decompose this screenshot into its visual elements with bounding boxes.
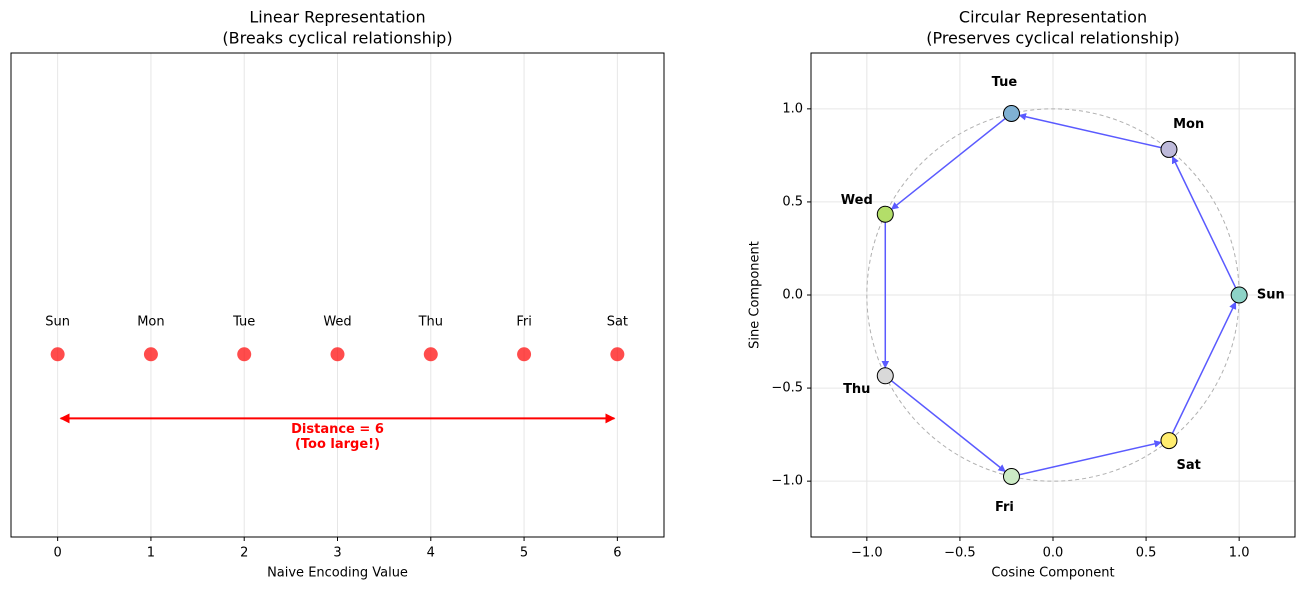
chart-title: (Preserves cyclical relationship) [926,29,1180,48]
y-axis-label: Sine Component [748,241,763,349]
point [423,347,438,362]
point [1002,105,1020,122]
point [1160,432,1178,450]
cycle-arrow [1018,113,1162,149]
point [876,205,894,223]
point-label: Thu [843,382,870,397]
plot-frame [10,52,665,538]
point [610,347,625,362]
point-label: Tue [992,75,1018,90]
cycle-arrow [1171,155,1237,289]
point-label: Fri [516,315,532,330]
x-tick-label: 0.5 [1136,546,1157,561]
x-axis-label: Naive Encoding Value [267,566,408,581]
x-tick-label: 0.0 [1043,546,1064,561]
point-label: Mon [137,315,164,330]
y-tick-label: 1.0 [782,101,803,116]
point [330,347,345,362]
cycle-arrow [1171,301,1237,434]
point [143,347,158,362]
point-label: Sun [45,315,70,330]
point-label: Sat [1177,458,1201,473]
x-tick-label: 6 [613,546,621,561]
point-label: Thu [418,315,443,330]
point-label: Wed [841,193,873,208]
annotation-text: (Too large!) [295,437,380,452]
point-label: Sat [607,315,628,330]
x-tick-label: 1.0 [1229,546,1250,561]
annotation-text: Distance = 6 [291,422,384,437]
point [1160,140,1178,158]
y-tick-label: −0.5 [771,381,803,396]
cycle-arrow [891,380,1006,473]
x-axis-label: Cosine Component [991,566,1114,581]
x-tick-label: −0.5 [944,546,976,561]
point [517,347,532,362]
chart-title: Circular Representation [959,8,1147,27]
x-tick-label: 3 [333,546,341,561]
point-label: Tue [232,315,255,330]
cycle-arrow [1019,440,1162,476]
point-label: Mon [1173,117,1204,132]
point-label: Sun [1257,288,1285,303]
point [237,347,252,362]
chart-title: Linear Representation [249,8,425,27]
x-tick-label: 5 [520,546,528,561]
x-tick-label: 0 [54,546,62,561]
x-tick-label: 1 [147,546,155,561]
point [1002,468,1020,485]
y-tick-label: 0.5 [782,194,803,209]
point-label: Fri [995,500,1014,515]
point [1230,286,1248,304]
chart-title: (Breaks cyclical relationship) [222,29,452,48]
point [876,367,894,385]
point [50,347,65,362]
cycle-arrow [890,117,1006,210]
x-tick-label: 2 [240,546,248,561]
x-tick-label: −1.0 [851,546,883,561]
point-label: Wed [323,315,351,330]
y-tick-label: −1.0 [771,474,803,489]
x-tick-label: 4 [427,546,435,561]
y-tick-label: 0.0 [782,288,803,303]
plot-frame [810,52,1296,538]
